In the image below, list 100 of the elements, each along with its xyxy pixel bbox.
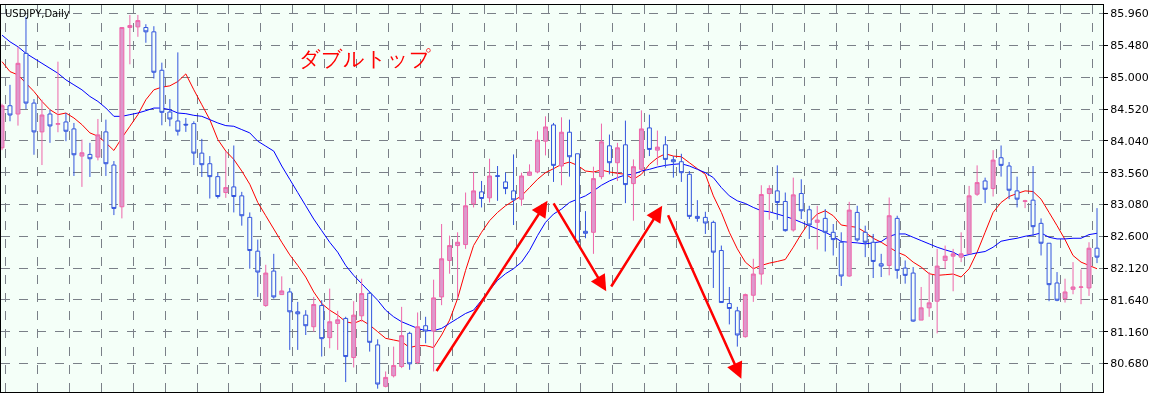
candlestick [583, 210, 588, 239]
candlestick [614, 142, 620, 182]
y-tick-label: 85.000 [1110, 71, 1149, 85]
candlestick [1, 103, 5, 151]
candlestick [471, 171, 477, 208]
candlestick [1006, 161, 1012, 200]
candlestick [103, 119, 109, 177]
candlestick [878, 253, 884, 278]
candlestick [207, 155, 213, 199]
candlestick [119, 27, 125, 219]
y-tick-label: 84.040 [1110, 134, 1149, 148]
candlestick [71, 122, 77, 177]
candlestick [575, 153, 580, 243]
candlestick [479, 180, 485, 208]
candlestick [15, 46, 21, 127]
annotation: ダブルトップ [299, 47, 431, 71]
candlestick [1054, 271, 1060, 302]
candlestick [335, 310, 341, 351]
candlestick [1022, 199, 1028, 209]
candlestick [790, 177, 796, 233]
candlestick [287, 287, 293, 351]
candlestick [838, 231, 844, 287]
candlestick [894, 215, 900, 280]
candlestick [159, 62, 165, 126]
candlestick [974, 164, 980, 197]
candlestick [798, 178, 804, 220]
candlestick [622, 120, 628, 204]
candlestick [135, 14, 141, 38]
candlestick [846, 201, 852, 278]
candlestick [686, 170, 692, 220]
candlestick [910, 266, 916, 323]
candlestick [950, 248, 956, 292]
candlestick [654, 130, 660, 166]
candlestick [215, 172, 221, 199]
candlestick [175, 51, 181, 137]
candlestick [223, 150, 229, 199]
candlestick [670, 155, 676, 179]
candlestick [1014, 176, 1020, 208]
candlestick [942, 245, 948, 270]
candlestick [423, 316, 429, 344]
candlestick [191, 120, 197, 166]
y-tick-label: 81.160 [1110, 325, 1149, 339]
candlestick [966, 185, 972, 255]
y-tick-label: 82.600 [1110, 230, 1149, 244]
candlestick [487, 158, 493, 203]
candlestick [742, 293, 748, 339]
candlestick [391, 346, 397, 378]
candlestick [782, 192, 788, 233]
candlestick [327, 288, 333, 349]
candlestick [167, 98, 173, 127]
candlestick [79, 139, 85, 188]
candlestick [638, 109, 644, 173]
candlestick [359, 278, 365, 323]
candlestick [303, 309, 309, 336]
candlestick [511, 153, 516, 226]
candlestick [998, 144, 1004, 178]
candlestick [902, 259, 908, 285]
candlestick [1030, 165, 1036, 237]
candlestick [934, 248, 940, 334]
candlestick [734, 306, 740, 348]
candlestick [870, 233, 876, 279]
y-tick-label: 85.480 [1110, 39, 1149, 53]
candlestick [239, 191, 245, 227]
candlestick [295, 301, 301, 351]
candlestick [39, 99, 45, 166]
candlestick [31, 98, 37, 156]
candlestick [87, 142, 93, 178]
candlestick [830, 223, 836, 256]
candlestick [766, 184, 772, 221]
candlestick [399, 306, 405, 369]
candlestick [599, 123, 604, 180]
candlestick [231, 144, 237, 213]
candlestick [1094, 207, 1100, 264]
candlestick [95, 118, 101, 161]
candlestick [535, 130, 540, 174]
candlestick [606, 134, 612, 175]
candlestick [1046, 242, 1052, 302]
candlestick [702, 211, 708, 235]
candlestick [662, 135, 668, 169]
candlestick [806, 205, 812, 240]
candlestick [255, 239, 261, 298]
candlestick [383, 370, 389, 388]
candlestick [822, 208, 828, 253]
candlestick [455, 231, 461, 300]
candlestick [143, 23, 149, 44]
candlestick [431, 279, 437, 372]
candlestick [367, 291, 373, 353]
candlestick [543, 115, 548, 156]
y-tick-label: 85.960 [1110, 7, 1149, 21]
candlestick [710, 220, 716, 289]
candlestick [862, 225, 868, 258]
candlestick [694, 199, 700, 223]
y-tick-label: 80.680 [1110, 357, 1149, 371]
candlestick [918, 286, 924, 321]
candlestick [247, 211, 253, 270]
candlestick [271, 253, 277, 300]
candlestick [503, 172, 508, 195]
candlestick [279, 275, 285, 296]
candlestick [111, 160, 117, 216]
candlestick [263, 264, 269, 308]
